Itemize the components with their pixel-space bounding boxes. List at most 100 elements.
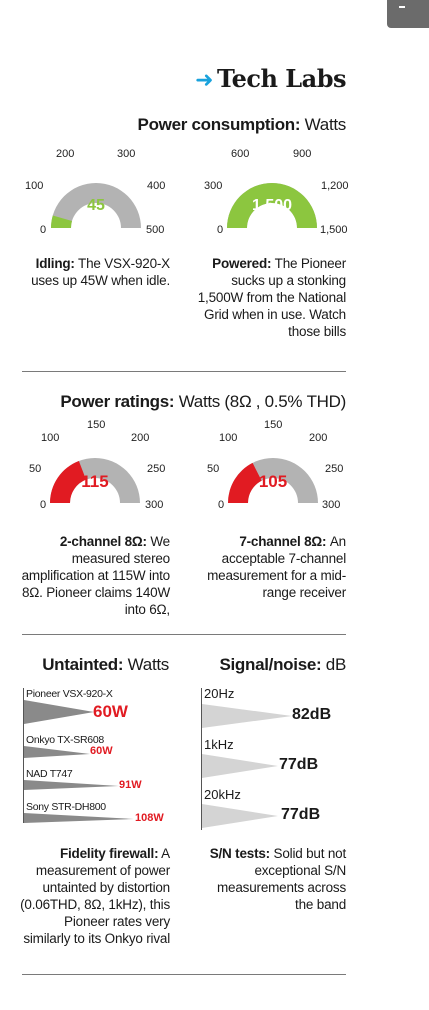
powered-tick-0: 0 — [217, 224, 224, 236]
divider — [22, 371, 346, 372]
untainted-value-1: 60W — [90, 745, 113, 757]
stereo-gauge-value: 115 — [81, 472, 109, 491]
multi-tick-50: 50 — [207, 463, 220, 475]
stereo-tick-300: 300 — [145, 499, 164, 511]
powered-gauge-fill — [227, 183, 317, 228]
stereo-description: 2-channel 8Ω: We measured stereo amplifi… — [20, 533, 171, 618]
ratings-title-bold: Power ratings: — [60, 392, 175, 411]
powered-gauge — [227, 183, 317, 228]
untainted-bar-0 — [24, 700, 94, 724]
untainted-value-2: 91W — [119, 779, 142, 791]
powered-tick-1200: 1,200 — [321, 180, 349, 192]
signal-noise-title-bold: Signal/noise: — [219, 655, 322, 674]
sn-name-2: 20kHz — [204, 787, 241, 802]
sn-bar-2 — [202, 804, 278, 828]
untainted-wedge-1 — [24, 746, 90, 758]
powered-description-text: The Pioneer sucks up a stonking 1,500W f… — [197, 256, 346, 339]
signal-noise-axis — [201, 688, 202, 830]
multichannel-description-bold: 7-channel 8Ω: — [239, 534, 327, 549]
stereo-tick-0: 0 — [40, 499, 47, 511]
multi-tick-100: 100 — [219, 432, 238, 444]
section-title: Tech Labs — [216, 64, 347, 93]
idle-tick-0: 0 — [40, 224, 47, 236]
untainted-name-1: Onkyo TX-SR608 — [26, 734, 104, 746]
powered-description-bold: Powered: — [212, 256, 272, 271]
untainted-value-3: 108W — [135, 812, 164, 824]
stereo-tick-50: 50 — [29, 463, 42, 475]
untainted-name-0: Pioneer VSX-920-X — [26, 688, 113, 700]
multi-tick-150: 150 — [264, 419, 283, 431]
untainted-description-bold: Fidelity firewall: — [59, 846, 159, 861]
untainted-bar-3 — [24, 813, 134, 823]
multichannel-description: 7-channel 8Ω: An acceptable 7-channel me… — [196, 533, 346, 601]
multi-tick-0: 0 — [218, 499, 225, 511]
multi-tick-300: 300 — [322, 499, 341, 511]
untainted-name-2: NAD T747 — [26, 768, 73, 780]
sn-wedge-2 — [202, 804, 278, 828]
section-header: ➜ Tech Labs — [195, 64, 346, 93]
untainted-title-unit: Watts — [123, 655, 170, 674]
ratings-title: Power ratings: Watts (8Ω , 0.5% THD) — [60, 392, 346, 412]
consumption-title-unit: Watts — [300, 115, 347, 134]
idle-gauge — [51, 183, 141, 228]
stereo-gauge-fill — [50, 460, 87, 503]
untainted-axis — [23, 688, 24, 823]
powered-tick-1500: 1,500 — [320, 224, 348, 236]
sn-wedge-1 — [202, 754, 278, 778]
idle-description: Idling: The VSX-920-X uses up 45W when i… — [20, 255, 170, 289]
untainted-value-0: 60W — [93, 702, 128, 721]
sn-value-1: 77dB — [279, 756, 319, 773]
stereo-tick-150: 150 — [87, 419, 106, 431]
idle-tick-200: 200 — [56, 148, 75, 160]
untainted-wedge-2 — [24, 780, 119, 790]
powered-tick-300: 300 — [204, 180, 223, 192]
sn-name-1: 1kHz — [204, 737, 234, 752]
signal-noise-description: S/N tests: Solid but not exceptional S/N… — [196, 845, 346, 913]
sn-value-2: 77dB — [281, 806, 321, 823]
sn-wedge-0 — [202, 704, 292, 728]
untainted-title-bold: Untainted: — [42, 655, 124, 674]
sn-bar-1 — [202, 754, 278, 778]
idle-gauge-value: 45 — [87, 197, 105, 214]
idle-description-text: The VSX-920-X uses up 45W when idle. — [31, 256, 170, 288]
signal-noise-description-text: Solid but not exceptional S/N measuremen… — [217, 846, 346, 912]
powered-description: Powered: The Pioneer sucks up a stonking… — [196, 255, 346, 340]
untainted-description-text: A measurement of power untainted by dist… — [20, 846, 170, 946]
stereo-tick-100: 100 — [41, 432, 60, 444]
multichannel-gauge — [228, 458, 318, 503]
signal-noise-title-unit: dB — [321, 655, 346, 674]
powered-gauge-value: 1,500 — [251, 197, 293, 214]
idle-tick-400: 400 — [147, 180, 166, 192]
sn-bar-0 — [202, 704, 292, 728]
idle-tick-100: 100 — [25, 180, 44, 192]
idle-tick-300: 300 — [117, 148, 136, 160]
untainted-title: Untainted: Watts — [42, 655, 169, 675]
consumption-title: Power consumption: Watts — [138, 115, 347, 135]
stereo-tick-250: 250 — [147, 463, 166, 475]
stereo-tick-200: 200 — [131, 432, 150, 444]
stereo-description-text: We measured stereo amplification at 115W… — [21, 534, 171, 617]
sn-value-0: 82dB — [292, 706, 332, 723]
powered-tick-900: 900 — [293, 148, 312, 160]
multichannel-description-text: An acceptable 7-channel measurement for … — [207, 534, 346, 600]
divider — [22, 634, 346, 635]
page-corner-tab — [387, 0, 429, 28]
untainted-wedge-3 — [24, 813, 134, 823]
stereo-description-bold: 2-channel 8Ω: — [59, 534, 147, 549]
idle-gauge-track — [51, 183, 141, 228]
idle-tick-500: 500 — [146, 224, 165, 236]
powered-tick-600: 600 — [231, 148, 250, 160]
arrow-icon: ➜ — [195, 68, 213, 93]
minus-icon — [399, 6, 405, 8]
sn-name-0: 20Hz — [204, 686, 235, 701]
signal-noise-title: Signal/noise: dB — [219, 655, 346, 675]
untainted-name-3: Sony STR-DH800 — [26, 801, 106, 813]
multi-tick-200: 200 — [309, 432, 328, 444]
stereo-gauge — [50, 458, 140, 503]
signal-noise-description-bold: S/N tests: — [209, 846, 270, 861]
untainted-description: Fidelity firewall: A measurement of powe… — [20, 845, 170, 947]
idle-description-bold: Idling: — [35, 256, 75, 271]
untainted-bar-2 — [24, 780, 119, 790]
divider — [22, 974, 346, 975]
multichannel-gauge-fill — [228, 462, 262, 503]
